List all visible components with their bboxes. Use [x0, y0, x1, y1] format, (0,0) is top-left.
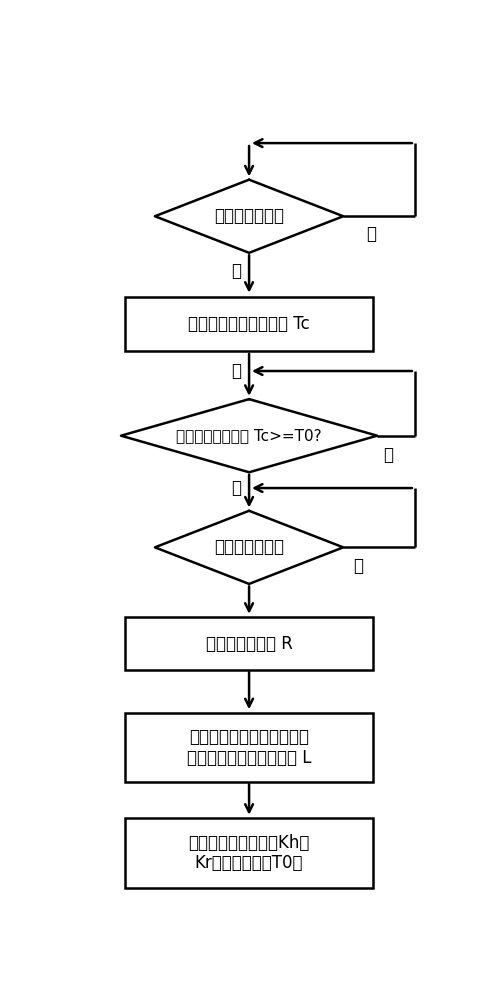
Text: 否: 否 [366, 225, 377, 243]
Bar [125, 617, 373, 670]
Text: 电流环控制计数器 Tc>=T0?: 电流环控制计数器 Tc>=T0? [176, 428, 322, 443]
Bar [125, 713, 373, 782]
Bar [125, 818, 373, 888]
Text: 悬浮是否稳定？: 悬浮是否稳定？ [214, 538, 284, 556]
Text: 系统是否悬浮？: 系统是否悬浮？ [214, 207, 284, 225]
Text: 获取线圈的电阻 R: 获取线圈的电阻 R [206, 635, 293, 653]
Text: 求取电流环控制参数Kh和
Kr，清零计数器T0。: 求取电流环控制参数Kh和 Kr，清零计数器T0。 [189, 834, 310, 872]
Text: 是: 是 [231, 362, 241, 380]
Text: 是: 是 [231, 479, 241, 497]
Bar [125, 297, 373, 351]
Text: 启动电流环控制计数器 Tc: 启动电流环控制计数器 Tc [188, 315, 310, 333]
Text: 否: 否 [383, 446, 394, 464]
Text: 向线圈中叠加高频电流，获
取线圈的稳态平均电感值 L: 向线圈中叠加高频电流，获 取线圈的稳态平均电感值 L [187, 728, 312, 767]
Text: 否: 否 [353, 557, 364, 575]
Text: 是: 是 [231, 262, 241, 280]
